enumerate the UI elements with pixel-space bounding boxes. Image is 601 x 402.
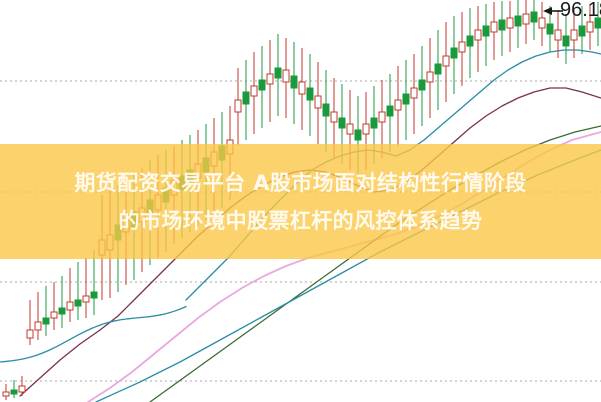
- price-label: 96.18: [560, 0, 601, 21]
- price-arrow-icon: [543, 7, 563, 15]
- overlay-title-line-1: 期货配资交易平台 A股市场面对结构性行情阶段: [74, 170, 527, 195]
- title-overlay-band: 期货配资交易平台 A股市场面对结构性行情阶段 的市场环境中股票杠杆的风控体系趋势: [0, 144, 601, 259]
- overlay-title-line-2: 的市场环境中股票杠杆的风控体系趋势: [118, 208, 483, 233]
